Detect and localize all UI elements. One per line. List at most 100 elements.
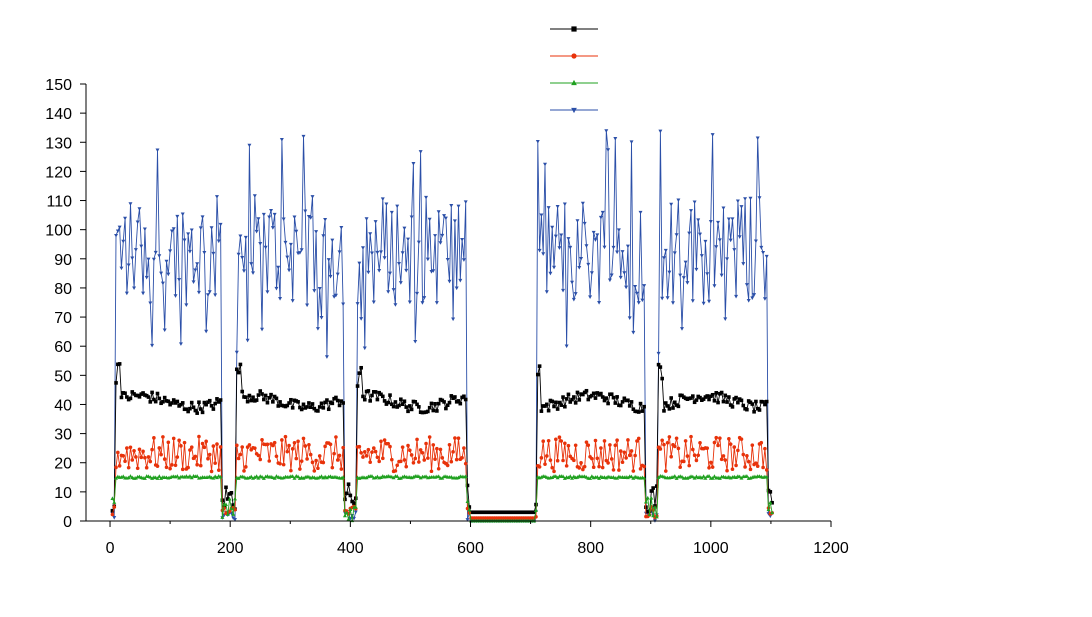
data-point <box>161 400 165 404</box>
data-point <box>671 406 675 410</box>
data-point <box>458 278 463 283</box>
data-point <box>593 238 598 242</box>
data-point <box>633 409 637 414</box>
data-point <box>539 456 544 460</box>
data-point <box>191 280 196 284</box>
y-tick-label: 70 <box>54 310 72 327</box>
data-point <box>126 263 131 268</box>
data-point <box>579 392 583 396</box>
data-point <box>690 474 695 479</box>
data-point <box>411 460 416 465</box>
data-point <box>310 402 315 406</box>
data-point <box>296 400 300 404</box>
data-point <box>213 293 218 298</box>
data-point <box>626 438 630 442</box>
data-point <box>732 248 737 252</box>
data-point <box>260 474 265 479</box>
data-point <box>166 272 171 277</box>
data-point <box>171 436 176 441</box>
data-point <box>261 212 266 217</box>
data-point <box>579 257 584 261</box>
data-point <box>251 395 255 400</box>
data-point <box>471 510 475 515</box>
data-point <box>584 440 589 444</box>
data-point <box>112 500 117 504</box>
data-point <box>640 409 645 413</box>
data-point <box>600 395 605 399</box>
data-point <box>294 229 299 234</box>
data-point <box>519 510 524 515</box>
data-point <box>195 474 200 478</box>
data-point <box>142 227 147 232</box>
data-point <box>281 217 286 222</box>
data-point <box>116 450 120 455</box>
data-point <box>132 286 137 291</box>
data-point <box>173 401 178 405</box>
data-point <box>629 140 634 144</box>
data-point <box>696 218 701 222</box>
data-point <box>746 298 751 303</box>
data-point <box>674 403 679 407</box>
data-point <box>133 475 138 480</box>
data-point <box>121 453 126 458</box>
data-point <box>597 393 601 397</box>
data-point <box>447 400 452 405</box>
data-point <box>708 220 713 224</box>
data-point <box>674 233 679 237</box>
x-tick-label: 400 <box>337 540 364 557</box>
data-point <box>157 446 162 450</box>
data-point <box>424 410 428 414</box>
data-point <box>388 444 392 449</box>
data-point <box>415 437 419 442</box>
data-point <box>159 271 164 276</box>
data-point <box>306 214 311 219</box>
data-point <box>361 455 365 459</box>
data-point <box>718 436 722 440</box>
data-point <box>607 278 612 283</box>
data-point <box>116 362 120 367</box>
data-point <box>561 288 566 293</box>
data-point <box>386 290 391 294</box>
data-point <box>689 396 693 400</box>
data-point <box>537 364 542 368</box>
data-point <box>298 467 302 471</box>
data-point <box>256 217 261 221</box>
data-point <box>146 455 151 459</box>
legend-marker <box>571 107 577 114</box>
data-point <box>707 299 712 304</box>
data-point <box>380 394 385 399</box>
data-point <box>438 397 443 402</box>
data-point <box>380 456 385 461</box>
data-point <box>305 303 310 308</box>
data-point <box>404 268 409 273</box>
data-point <box>216 468 221 472</box>
data-point <box>631 330 636 335</box>
data-point <box>200 410 205 415</box>
data-point <box>125 446 129 450</box>
data-point <box>622 271 627 275</box>
data-point <box>206 400 210 404</box>
data-point <box>115 229 120 234</box>
data-point <box>575 390 580 395</box>
data-point <box>435 446 439 451</box>
data-point <box>335 458 340 462</box>
data-point <box>496 510 500 515</box>
data-point <box>341 302 346 307</box>
data-point <box>501 510 506 515</box>
data-point <box>635 439 639 443</box>
data-point <box>247 393 252 398</box>
data-point <box>671 301 675 305</box>
data-point <box>436 210 441 214</box>
data-point <box>373 220 378 224</box>
data-point <box>626 398 630 403</box>
data-point <box>413 339 418 344</box>
data-point <box>570 280 575 285</box>
data-point <box>344 491 349 496</box>
data-point <box>604 396 609 400</box>
data-point <box>409 215 414 220</box>
data-point <box>566 475 571 480</box>
data-point <box>465 499 470 503</box>
data-point <box>625 244 630 249</box>
data-point <box>638 467 643 471</box>
